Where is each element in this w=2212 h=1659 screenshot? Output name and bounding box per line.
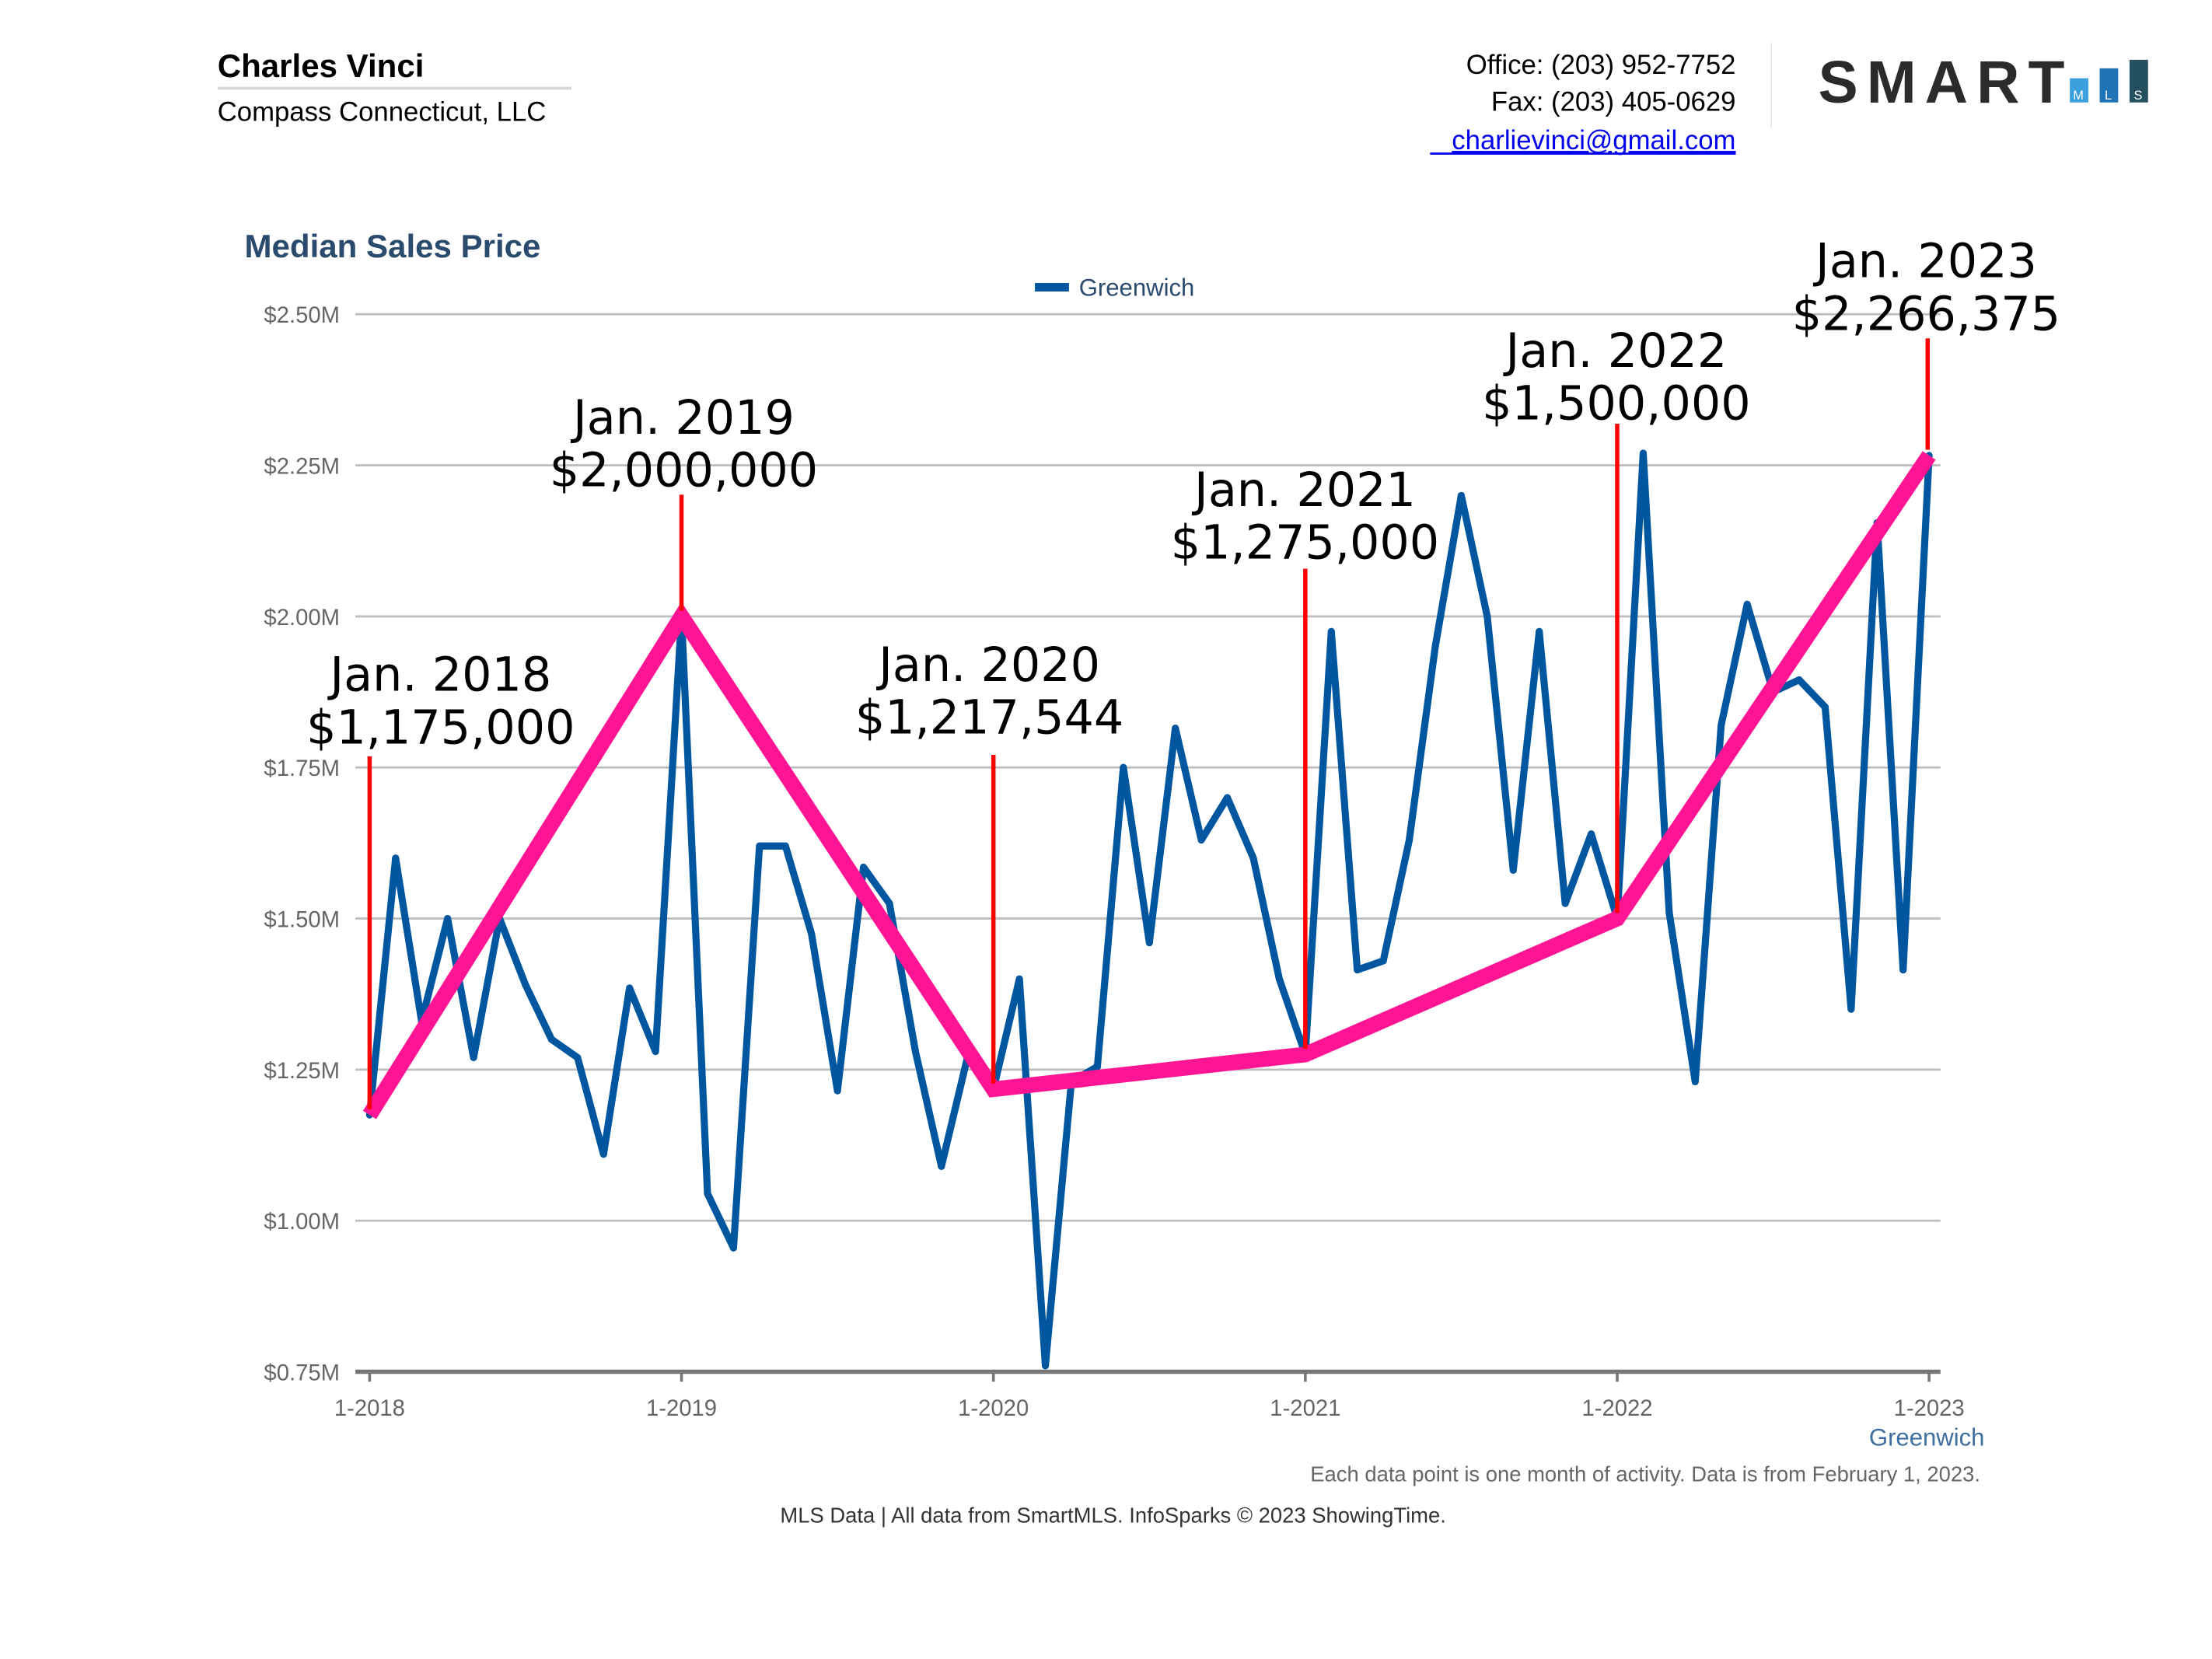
data-point — [574, 1053, 582, 1061]
annotation-date: Jan. 2019 — [570, 391, 795, 445]
x-tick-label: 1-2020 — [958, 1396, 1029, 1421]
y-tick-label: $2.00M — [264, 606, 340, 630]
footer-source: MLS Data | All data from SmartMLS. InfoS… — [780, 1503, 1445, 1527]
logo-bar-l — [2099, 68, 2119, 103]
data-point — [1743, 600, 1751, 608]
annotation-date: Jan. 2018 — [327, 648, 551, 703]
data-point — [1015, 975, 1023, 983]
data-point — [808, 930, 816, 938]
logo-letter-l: L — [2105, 89, 2112, 103]
annotation-date: Jan. 2020 — [875, 638, 1100, 693]
data-point — [1561, 899, 1569, 907]
data-point — [886, 899, 893, 907]
data-point — [938, 1162, 945, 1170]
logo-bar-m — [2070, 78, 2088, 103]
y-tick-label: $0.75M — [264, 1361, 340, 1386]
annotation-date: Jan. 2023 — [1812, 235, 2037, 289]
data-point — [652, 1047, 659, 1056]
annotation-value: $2,000,000 — [550, 443, 818, 498]
smartmls-logo: SMART M L S — [1819, 49, 2148, 116]
data-point — [1275, 975, 1283, 983]
footer-note: Each data point is one month of activity… — [1310, 1462, 1980, 1486]
data-point — [1665, 909, 1673, 917]
agent-name: Charles Vinci — [218, 47, 425, 84]
data-point — [1587, 830, 1595, 838]
data-point — [1795, 676, 1803, 684]
data-point — [1536, 627, 1543, 635]
annotation-value: $2,266,375 — [1792, 287, 2060, 341]
y-tick-label: $1.75M — [264, 756, 340, 781]
x-tick-label: 1-2019 — [646, 1396, 717, 1421]
data-point — [1718, 721, 1725, 729]
x-tick-label: 1-2021 — [1270, 1396, 1340, 1421]
data-point — [704, 1189, 711, 1197]
data-point — [1457, 491, 1465, 499]
data-point — [1483, 613, 1491, 620]
logo-text: SMART — [1819, 49, 2074, 116]
data-point — [599, 1151, 607, 1158]
annotation-date: Jan. 2021 — [1191, 463, 1416, 518]
data-point — [911, 1047, 919, 1056]
data-point — [1093, 1063, 1101, 1070]
data-point — [1327, 627, 1335, 635]
data-point — [444, 914, 452, 923]
data-point — [522, 981, 529, 989]
annotation-value: $1,217,544 — [855, 691, 1123, 746]
data-point — [1354, 966, 1361, 974]
email-link[interactable]: charlievinci@gmail.com — [1452, 126, 1735, 155]
data-point — [1639, 449, 1647, 457]
data-point — [859, 863, 868, 871]
x-axis-series-label: Greenwich — [1869, 1424, 1985, 1451]
logo-letter-s: S — [2133, 89, 2142, 103]
data-point — [626, 984, 634, 992]
data-point — [1431, 643, 1439, 651]
data-point — [781, 842, 789, 850]
legend-swatch — [1035, 282, 1069, 292]
data-point — [1145, 939, 1153, 947]
data-point — [470, 1053, 477, 1061]
data-point — [1847, 1005, 1855, 1013]
data-point — [547, 1036, 555, 1043]
office-phone: Office: (203) 952-7752 — [1466, 51, 1736, 80]
company-name: Compass Connecticut, LLC — [218, 98, 547, 127]
logo-letter-m: M — [2073, 89, 2084, 103]
data-point — [1249, 854, 1257, 862]
x-tick-label: 1-2022 — [1581, 1396, 1652, 1421]
annotation-value: $1,275,000 — [1171, 516, 1439, 571]
data-point — [729, 1244, 737, 1252]
data-point — [1691, 1077, 1699, 1085]
y-tick-label: $1.50M — [264, 908, 340, 933]
data-point — [756, 842, 764, 850]
data-point — [1120, 763, 1127, 771]
data-point — [1405, 836, 1414, 844]
x-tick-label: 1-2023 — [1894, 1396, 1965, 1421]
data-point — [1172, 725, 1179, 732]
data-point — [1223, 794, 1232, 802]
data-point — [1197, 836, 1205, 844]
chart-title: Median Sales Price — [244, 228, 540, 264]
x-tick-label: 1-2018 — [334, 1396, 405, 1421]
legend-label: Greenwich — [1079, 274, 1195, 301]
data-point — [1899, 966, 1907, 974]
logo-bar-s — [2129, 59, 2148, 103]
annotation-value: $1,175,000 — [306, 700, 575, 755]
data-point — [1821, 703, 1829, 711]
data-point — [1041, 1362, 1050, 1370]
y-tick-label: $2.50M — [264, 303, 340, 328]
y-tick-label: $1.25M — [264, 1059, 340, 1084]
annotation-value: $1,500,000 — [1482, 377, 1750, 431]
data-point — [1379, 957, 1387, 965]
data-point — [1509, 866, 1517, 874]
y-tick-label: $1.00M — [264, 1210, 340, 1235]
fax-number: Fax: (203) 405-0629 — [1491, 88, 1736, 117]
trend-line — [362, 451, 1936, 1119]
data-point — [833, 1087, 841, 1095]
annotation-date: Jan. 2022 — [1502, 324, 1727, 379]
data-point — [392, 854, 400, 862]
y-tick-label: $2.25M — [264, 455, 340, 480]
series-line-greenwich — [365, 449, 1933, 1370]
